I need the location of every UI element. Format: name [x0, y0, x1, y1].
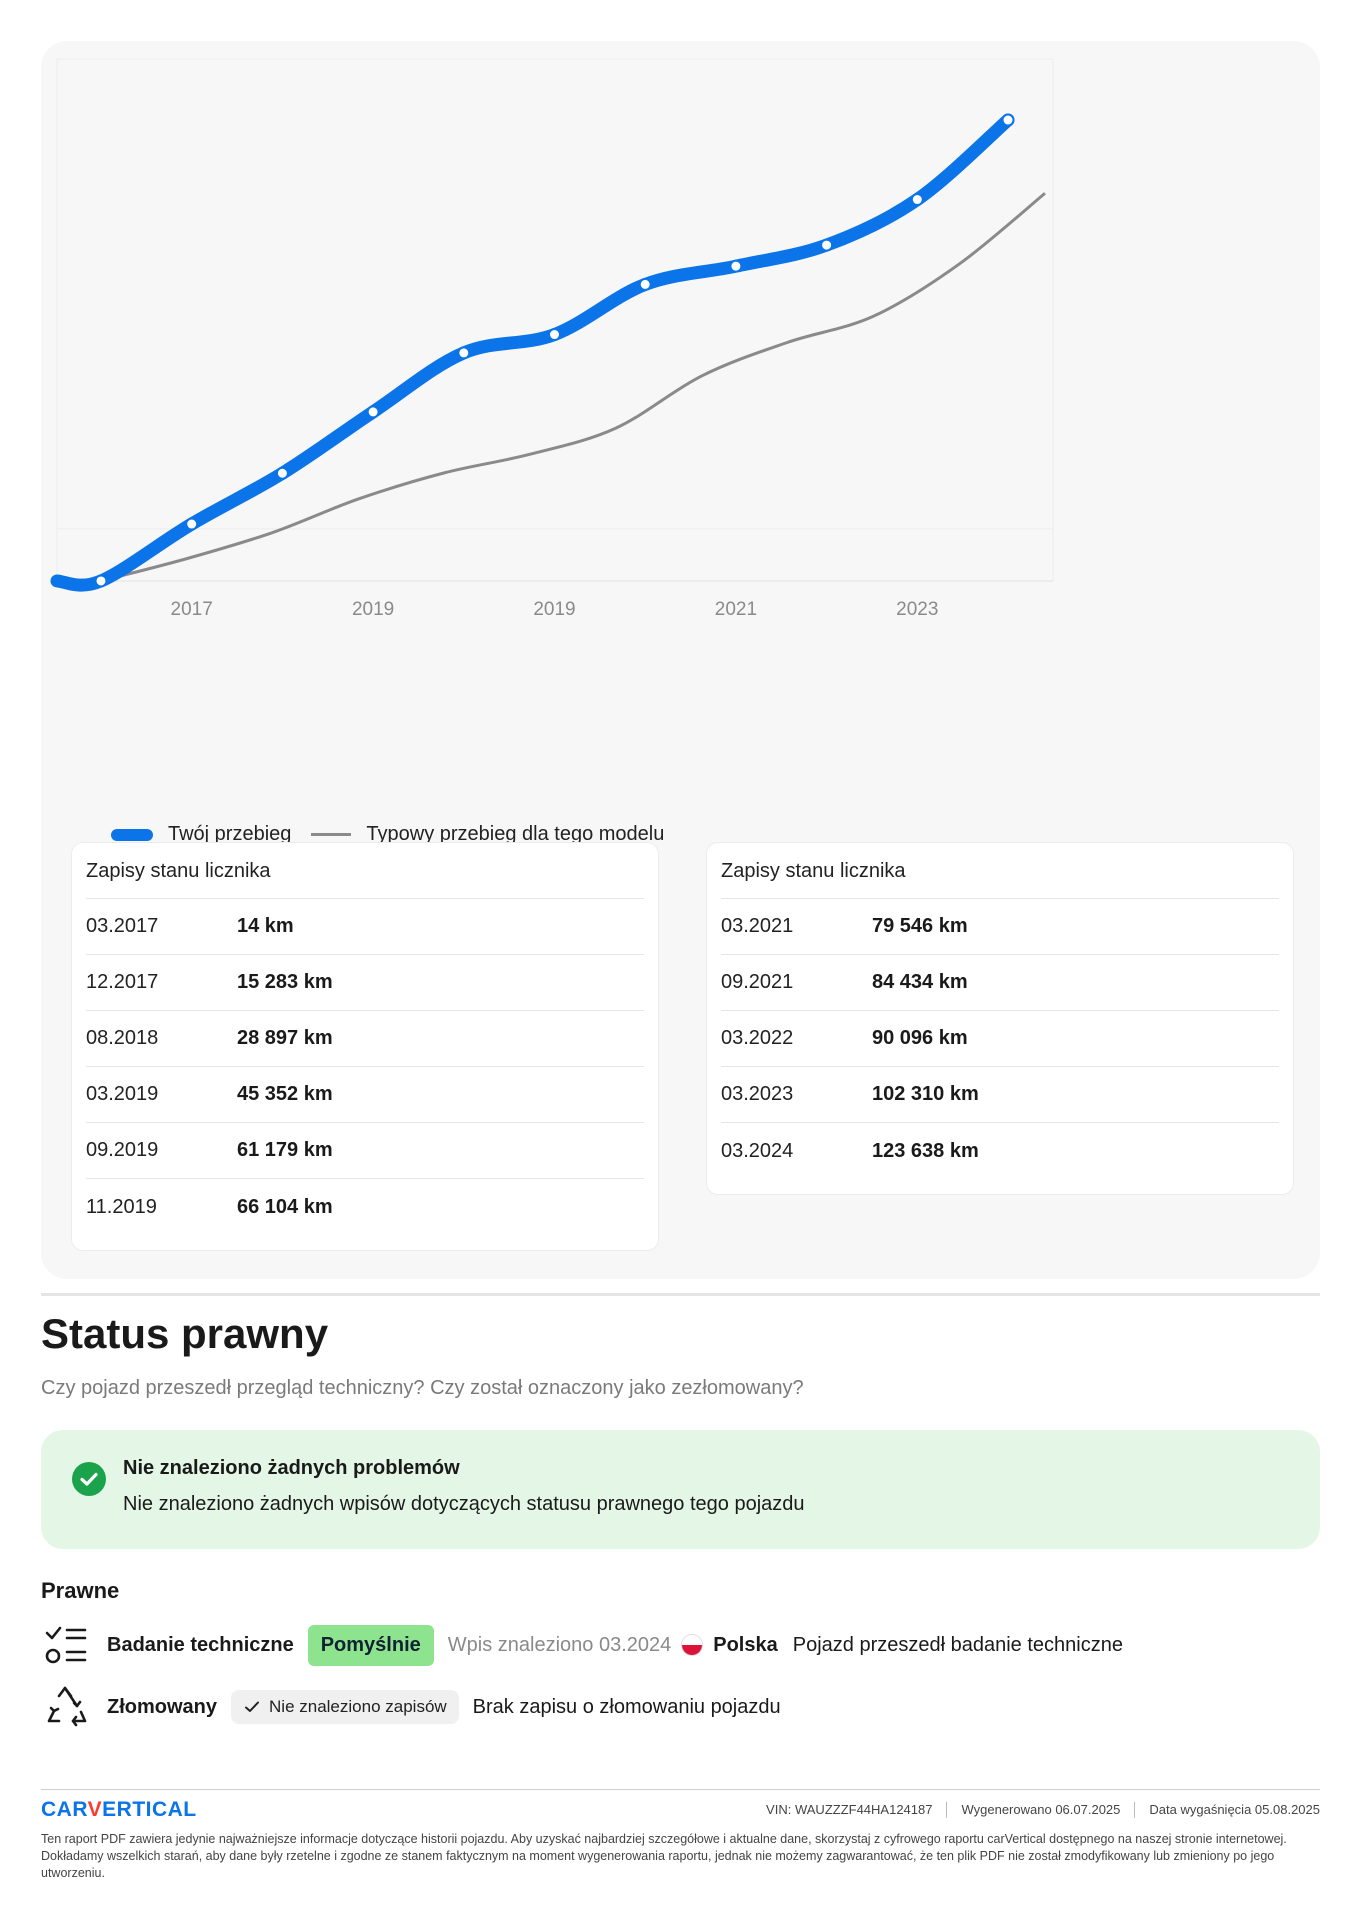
records-table-left: Zapisy stanu licznika 03.2017 14 km 12.201…	[71, 842, 659, 1251]
data-point	[638, 277, 652, 291]
record-km: 123 638 km	[872, 1139, 979, 1162]
record-km: 84 434 km	[872, 971, 968, 993]
recycle-icon	[41, 1682, 91, 1732]
check-icon	[245, 1701, 260, 1712]
data-point	[185, 517, 199, 531]
x-tick-label: 2017	[171, 599, 213, 620]
expiry-label: Data wygaśnięcia	[1149, 1802, 1252, 1817]
inspection-description: Pojazd przeszedł badanie techniczne	[792, 1633, 1123, 1656]
section-divider	[41, 1293, 1320, 1296]
record-km: 28 897 km	[237, 1027, 333, 1049]
generated-label: Wygenerowano	[961, 1802, 1052, 1817]
data-point	[366, 405, 380, 419]
country-name: Polska	[713, 1633, 778, 1656]
data-point	[94, 574, 108, 588]
table-row: 03.2019 45 352 km	[86, 1067, 644, 1123]
poland-flag-icon	[681, 1634, 704, 1656]
x-tick-label: 2023	[896, 599, 938, 620]
record-date: 03.2023	[721, 1083, 794, 1105]
footer-note: Ten raport PDF zawiera jedynie najważnie…	[41, 1832, 1287, 1880]
record-date: 08.2018	[86, 1027, 159, 1049]
record-km: 15 283 km	[237, 971, 333, 993]
status-ok-text: Nie znaleziono żadnych wpisów dotyczącyc…	[123, 1493, 805, 1515]
record-km: 45 352 km	[237, 1083, 333, 1105]
table-row: 03.2017 14 km	[86, 899, 644, 955]
records-table-right: Zapisy stanu licznika 03.2021 79 546 km 09…	[706, 842, 1294, 1195]
section-subtitle: Czy pojazd przeszedł przegląd techniczny…	[41, 1377, 804, 1399]
status-badge: Pomyślnie	[307, 1624, 434, 1666]
no-records-label: Nie znaleziono zapisów	[269, 1697, 447, 1716]
chart-legend: Twój przebieg Typowy przebieg dla tego m…	[111, 823, 664, 846]
legal-row-inspection: Badanie techniczne Pomyślnie Wpis znalez…	[41, 1620, 1123, 1670]
data-point	[820, 238, 834, 252]
table-row: 03.2024 123 638 km	[721, 1123, 1279, 1179]
vin-value: WAUZZZF44HA124187	[794, 1802, 933, 1817]
table-row: 08.2018 28 897 km	[86, 1011, 644, 1067]
vin-label: VIN:	[766, 1802, 792, 1817]
mileage-chart-card: 2017 2019 2019 2021 2023 Twój przebieg Typow…	[41, 41, 1320, 1279]
record-km: 102 310 km	[872, 1083, 979, 1105]
legend-swatch-main	[111, 828, 153, 841]
expiry-date: 05.08.2025	[1254, 1802, 1320, 1817]
no-records-badge: Nie znaleziono zapisów	[231, 1690, 459, 1724]
data-point	[910, 193, 924, 207]
record-km: 61 179 km	[237, 1139, 333, 1161]
legend-typical-label: Typowy przebieg dla tego modelu	[366, 823, 665, 845]
records-title: Zapisy stanu licznika	[721, 843, 1279, 899]
data-point	[1001, 113, 1015, 127]
record-date: 11.2019	[86, 1195, 157, 1218]
series-line-main	[50, 113, 1015, 592]
legend-swatch-typical	[311, 833, 352, 836]
record-date: 03.2019	[86, 1083, 159, 1105]
table-row: 12.2017 15 283 km	[86, 955, 644, 1011]
status-ok-box: Nie znaleziono żadnych problemów Nie zna…	[41, 1430, 1320, 1549]
checklist-icon	[41, 1620, 91, 1670]
table-row: 03.2023 102 310 km	[721, 1067, 1279, 1123]
data-point	[729, 259, 743, 273]
status-ok-title: Nie znaleziono żadnych problemów	[123, 1457, 460, 1479]
record-date: 03.2017	[86, 915, 159, 937]
plot-frame	[56, 58, 1054, 582]
record-km: 14 km	[237, 915, 294, 937]
section-title: Status prawny	[41, 1310, 329, 1357]
table-row: 03.2022 90 096 km	[721, 1011, 1279, 1067]
footer-meta: VIN: WAUZZZF44HA124187 Wygenerowano 06.0…	[766, 1802, 1320, 1818]
legal-label-scrapped: Złomowany	[107, 1695, 218, 1718]
legal-label-inspection: Badanie techniczne	[107, 1633, 294, 1656]
x-tick-label: 2019	[352, 599, 394, 620]
record-date: 03.2022	[721, 1027, 794, 1049]
generated-date: 06.07.2025	[1055, 1802, 1121, 1817]
table-row: 09.2021 84 434 km	[721, 955, 1279, 1011]
record-date: 03.2021	[721, 915, 794, 937]
table-row: 09.2019 61 179 km	[86, 1123, 644, 1179]
table-row: 11.2019 66 104 km	[86, 1179, 644, 1235]
scrapped-description: Brak zapisu o złomowaniu pojazdu	[472, 1695, 781, 1718]
series-line-typical	[100, 192, 1046, 583]
data-point	[457, 346, 471, 360]
record-found-text: Wpis znaleziono 03.2024	[447, 1633, 672, 1656]
x-tick-label: 2021	[715, 599, 757, 620]
table-row: 03.2021 79 546 km	[721, 899, 1279, 955]
data-point	[275, 466, 289, 480]
mileage-chart: 2017 2019 2019 2021 2023	[50, 58, 1054, 620]
x-tick-label: 2019	[533, 599, 575, 620]
record-km: 79 546 km	[872, 915, 968, 937]
legend-main-label: Twój przebieg	[168, 823, 292, 845]
record-date: 09.2021	[721, 971, 794, 993]
record-date: 03.2024	[721, 1139, 794, 1162]
record-km: 66 104 km	[237, 1195, 333, 1218]
check-circle-icon	[72, 1462, 106, 1496]
legal-heading: Prawne	[41, 1578, 120, 1603]
brand-logo: CARVERTICAL	[41, 1798, 197, 1821]
footer-divider	[41, 1789, 1320, 1790]
records-title: Zapisy stanu licznika	[86, 843, 644, 899]
record-date: 12.2017	[86, 971, 159, 993]
legal-row-scrapped: Złomowany Nie znaleziono zapisów Brak za…	[41, 1682, 781, 1732]
record-date: 09.2019	[86, 1139, 159, 1161]
data-point	[548, 328, 561, 342]
record-km: 90 096 km	[872, 1027, 968, 1049]
